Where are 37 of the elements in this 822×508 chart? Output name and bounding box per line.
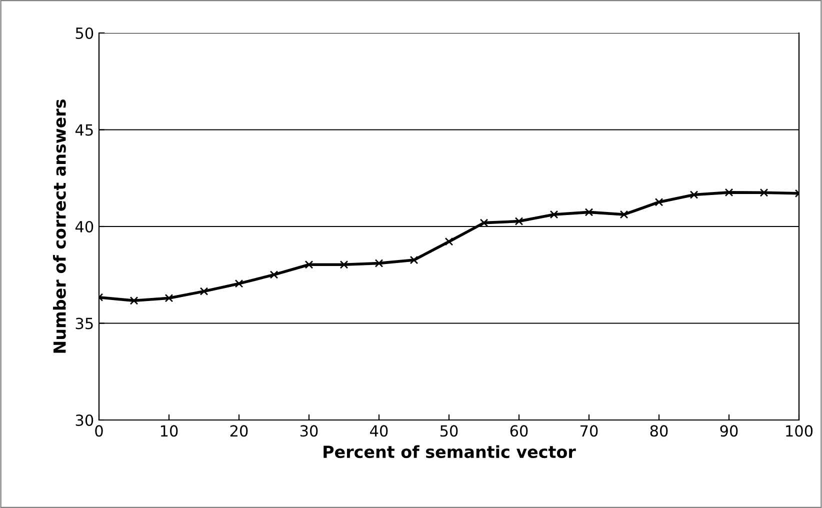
x-tick-label: 30: [300, 425, 318, 437]
point: [514, 217, 524, 226]
point: [130, 296, 138, 305]
x-tick-label: 50: [440, 425, 458, 437]
x-tick-label: 0: [95, 425, 103, 437]
point: [410, 256, 418, 264]
point: [374, 259, 384, 268]
x-tick-label: 20: [230, 425, 248, 437]
point: [444, 237, 454, 246]
point: [340, 260, 348, 269]
point: [654, 198, 664, 206]
x-axis-title: Percent of semantic vector: [324, 445, 576, 458]
x-tick-label: 40: [370, 425, 388, 437]
point: [200, 287, 208, 296]
point: [304, 260, 314, 269]
y-tick-label: 30: [76, 414, 94, 426]
x-tick-label: 10: [160, 425, 178, 437]
point: [164, 294, 174, 302]
point: [480, 218, 488, 227]
point: [550, 210, 558, 219]
y-tick-label: 50: [76, 27, 94, 40]
y-axis-title: Number of correct answers: [53, 100, 66, 353]
x-tick-label: 90: [720, 425, 738, 437]
point: [620, 210, 628, 219]
point: [270, 270, 278, 279]
y-tick-label: 35: [76, 318, 93, 330]
point: [760, 188, 768, 197]
x-tick-label: 100: [786, 425, 813, 437]
y-tick-label: 40: [75, 220, 94, 233]
x-tick-label: 70: [580, 425, 598, 437]
x-tick-label: 80: [650, 425, 668, 437]
point: [724, 188, 734, 197]
x-tick-label: 60: [510, 425, 528, 437]
point: [690, 190, 698, 199]
y-tick-label: 45: [75, 124, 93, 136]
point: [234, 279, 244, 288]
point: [584, 208, 594, 216]
